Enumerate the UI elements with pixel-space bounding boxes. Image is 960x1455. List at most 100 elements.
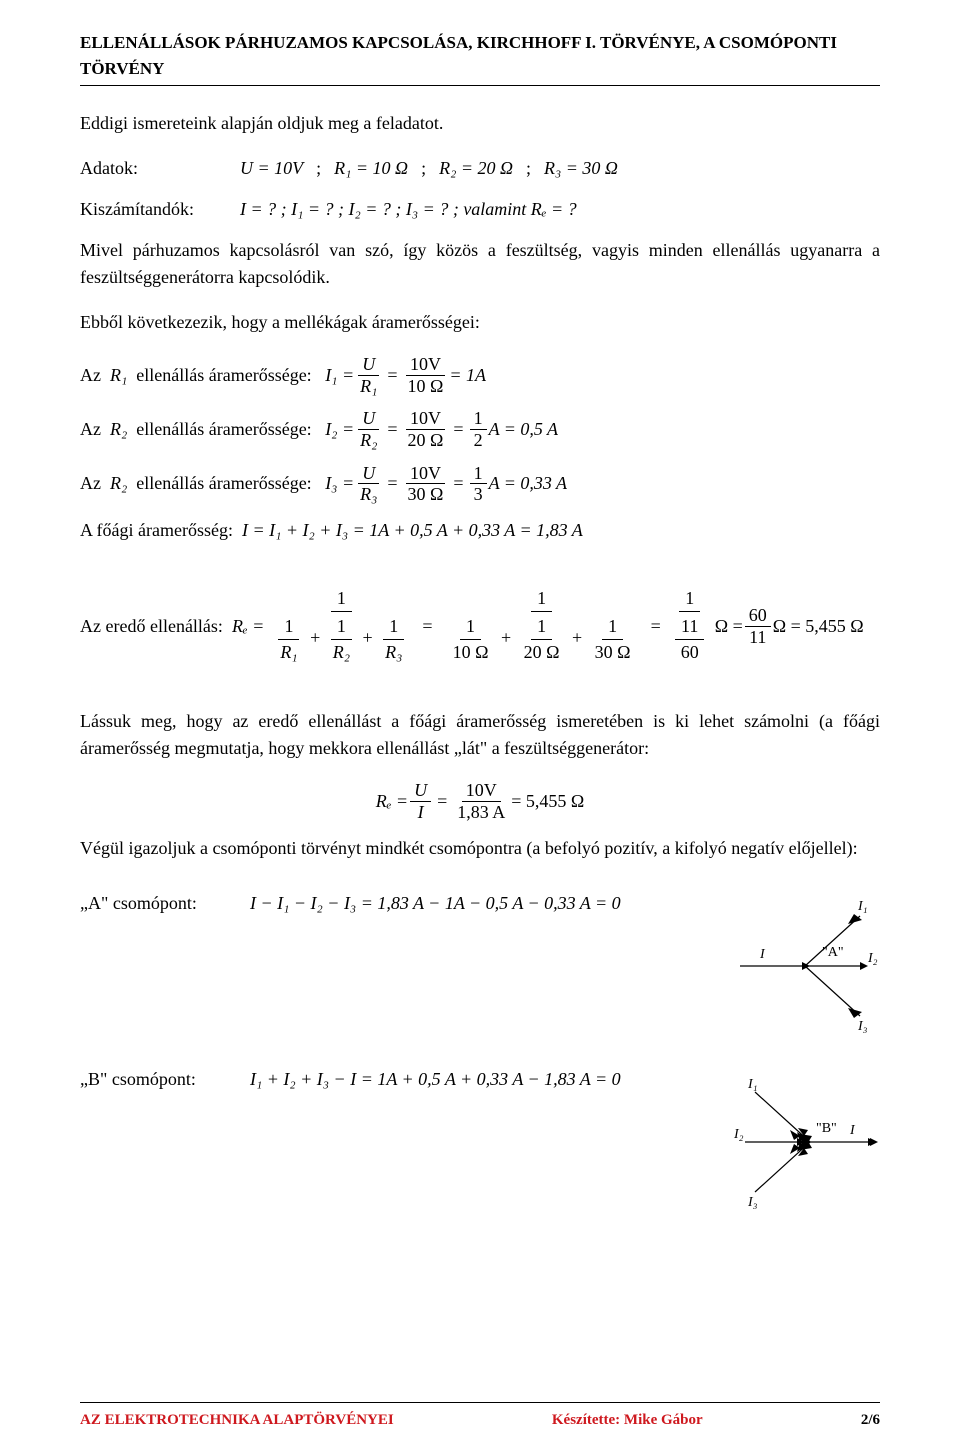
num: 60: [745, 605, 771, 627]
num: 10V: [406, 463, 445, 485]
rec-res: = 5,455 Ω: [511, 788, 584, 815]
para-re-check: Lássuk meg, hogy az eredő ellenállást a …: [80, 708, 880, 762]
r1-name: R₁: [110, 362, 127, 389]
d: 30 Ω: [589, 640, 637, 665]
n: 1: [278, 614, 299, 640]
node-a-label: „A" csomópont:: [80, 890, 250, 917]
i3-res: A = 0,33 A: [489, 470, 568, 497]
re-check: Rₑ = U I = 10V 1,83 A = 5,455 Ω: [80, 780, 880, 822]
n: 1: [531, 614, 552, 640]
branch-i3: Az R₂ ellenállás áramerőssége: I₃ = U R₃…: [80, 463, 880, 505]
den: 1R₁ + 1R₂ + 1R₃: [266, 612, 416, 666]
prefix: Az: [80, 362, 101, 389]
givens-label: Adatok:: [80, 155, 240, 182]
n: 1: [602, 614, 623, 640]
eq: =: [387, 416, 397, 443]
i2-res: A = 0,5 A: [489, 416, 559, 443]
re-frac4: 60 11: [745, 605, 771, 647]
den: 3: [470, 484, 487, 505]
re-lhs: Rₑ =: [232, 613, 264, 640]
den: 1,83 A: [453, 802, 509, 823]
rec-f2: 10V 1,83 A: [453, 780, 509, 822]
d: R₂: [327, 640, 356, 665]
den: R₂: [356, 430, 381, 451]
den: 110 Ω + 120 Ω + 130 Ω: [439, 612, 645, 666]
n: 1: [331, 614, 352, 640]
i2-frac3: 1 2: [470, 408, 487, 450]
main-current-label: A főági áramerősség:: [80, 517, 233, 544]
suffix: ellenállás áramerőssége:: [136, 362, 311, 389]
given-R3: R₃ = 30 Ω: [544, 155, 618, 182]
lbl-I1: I₁: [857, 899, 868, 914]
d: 10 Ω: [447, 640, 495, 665]
num: U: [358, 408, 379, 430]
i2-lhs: I₂ =: [325, 416, 354, 443]
para-kcl: Végül igazoljuk a csomóponti törvényt mi…: [80, 835, 880, 862]
num: U: [358, 463, 379, 485]
den: I: [414, 802, 428, 823]
d: 20 Ω: [518, 640, 566, 665]
suffix: ellenállás áramerőssége:: [136, 470, 311, 497]
branch-i2: Az R₂ ellenállás áramerőssége: I₂ = U R₂…: [80, 408, 880, 450]
given-R1: R₁ = 10 Ω: [334, 155, 408, 182]
unknowns-row: Kiszámítandók: I = ? ; I₁ = ? ; I₂ = ? ;…: [80, 196, 880, 223]
rec-lhs: Rₑ =: [376, 788, 408, 815]
page-header: ELLENÁLLÁSOK PÁRHUZAMOS KAPCSOLÁSA, KIRC…: [80, 30, 880, 81]
lbl-I: I: [759, 947, 766, 962]
header-rule: [80, 85, 880, 86]
footer-mid: Készítette: Mike Gábor: [552, 1409, 703, 1432]
den: 1160: [667, 612, 713, 666]
n: 1: [383, 614, 404, 640]
node-a-expr: I − I₁ − I₂ − I₃ = 1,83 A − 1A − 0,5 A −…: [250, 890, 621, 917]
sep: ;: [412, 155, 435, 182]
num: 1: [331, 586, 352, 612]
i3-lhs: I₃ =: [325, 470, 354, 497]
node-b-expr: I₁ + I₂ + I₃ − I = 1A + 0,5 A + 0,33 A −…: [250, 1066, 621, 1093]
node-b-diagram: I "B" I₁ I₂ I₃: [730, 1072, 880, 1212]
re-res: Ω = 5,455 Ω: [773, 613, 864, 640]
lbl-A: "A": [822, 945, 844, 960]
i3-frac2: 10V 30 Ω: [404, 463, 448, 505]
lbl-B: "B": [816, 1121, 837, 1136]
node-a-section: „A" csomópont: I − I₁ − I₂ − I₃ = 1,83 A…: [80, 890, 880, 1036]
num: 1: [531, 586, 552, 612]
den: R₁: [356, 376, 381, 397]
para-parallel: Mivel párhuzamos kapcsolásról van szó, í…: [80, 237, 880, 291]
eq: =: [387, 470, 397, 497]
lbl-I1: I₁: [747, 1077, 758, 1092]
num: 1: [679, 586, 700, 612]
page-footer: AZ ELEKTROTECHNIKA ALAPTÖRVÉNYEI Készíte…: [80, 1402, 880, 1432]
intro-text: Eddigi ismereteink alapján oldjuk meg a …: [80, 110, 880, 137]
main-current-expr: I = I₁ + I₂ + I₃ = 1A + 0,5 A + 0,33 A =…: [242, 517, 583, 544]
re-frac1: 1 1R₁ + 1R₂ + 1R₃: [266, 586, 416, 666]
i1-frac1: U R₁: [356, 354, 381, 396]
i3-frac3: 1 3: [470, 463, 487, 505]
re-frac2: 1 110 Ω + 120 Ω + 130 Ω: [439, 586, 645, 666]
den: 30 Ω: [404, 484, 448, 505]
den: 11: [745, 627, 770, 648]
n: 11: [675, 614, 704, 640]
prefix: Az: [80, 416, 101, 443]
i1-lhs: I₁ =: [325, 362, 354, 389]
num: 10V: [406, 354, 445, 376]
given-R2: R₂ = 20 Ω: [439, 155, 513, 182]
i3-frac1: U R₃: [356, 463, 381, 505]
branch-i1: Az R₁ ellenállás áramerőssége: I₁ = U R₁…: [80, 354, 880, 396]
footer-left: AZ ELEKTROTECHNIKA ALAPTÖRVÉNYEI: [80, 1409, 394, 1432]
num: U: [358, 354, 379, 376]
unit: Ω =: [715, 613, 743, 640]
sep: ;: [517, 155, 540, 182]
num: 1: [470, 463, 487, 485]
eq: =: [651, 613, 661, 640]
re-frac3: 1 1160: [667, 586, 713, 666]
den: 20 Ω: [404, 430, 448, 451]
i2-frac1: U R₂: [356, 408, 381, 450]
d: R₁: [274, 640, 303, 665]
eq: =: [453, 470, 463, 497]
main-current: A főági áramerősség: I = I₁ + I₂ + I₃ = …: [80, 517, 880, 544]
eq: =: [453, 416, 463, 443]
eq: =: [387, 362, 397, 389]
d: R₃: [379, 640, 408, 665]
sep: ;: [307, 155, 330, 182]
equiv-r-label: Az eredő ellenállás:: [80, 613, 223, 640]
